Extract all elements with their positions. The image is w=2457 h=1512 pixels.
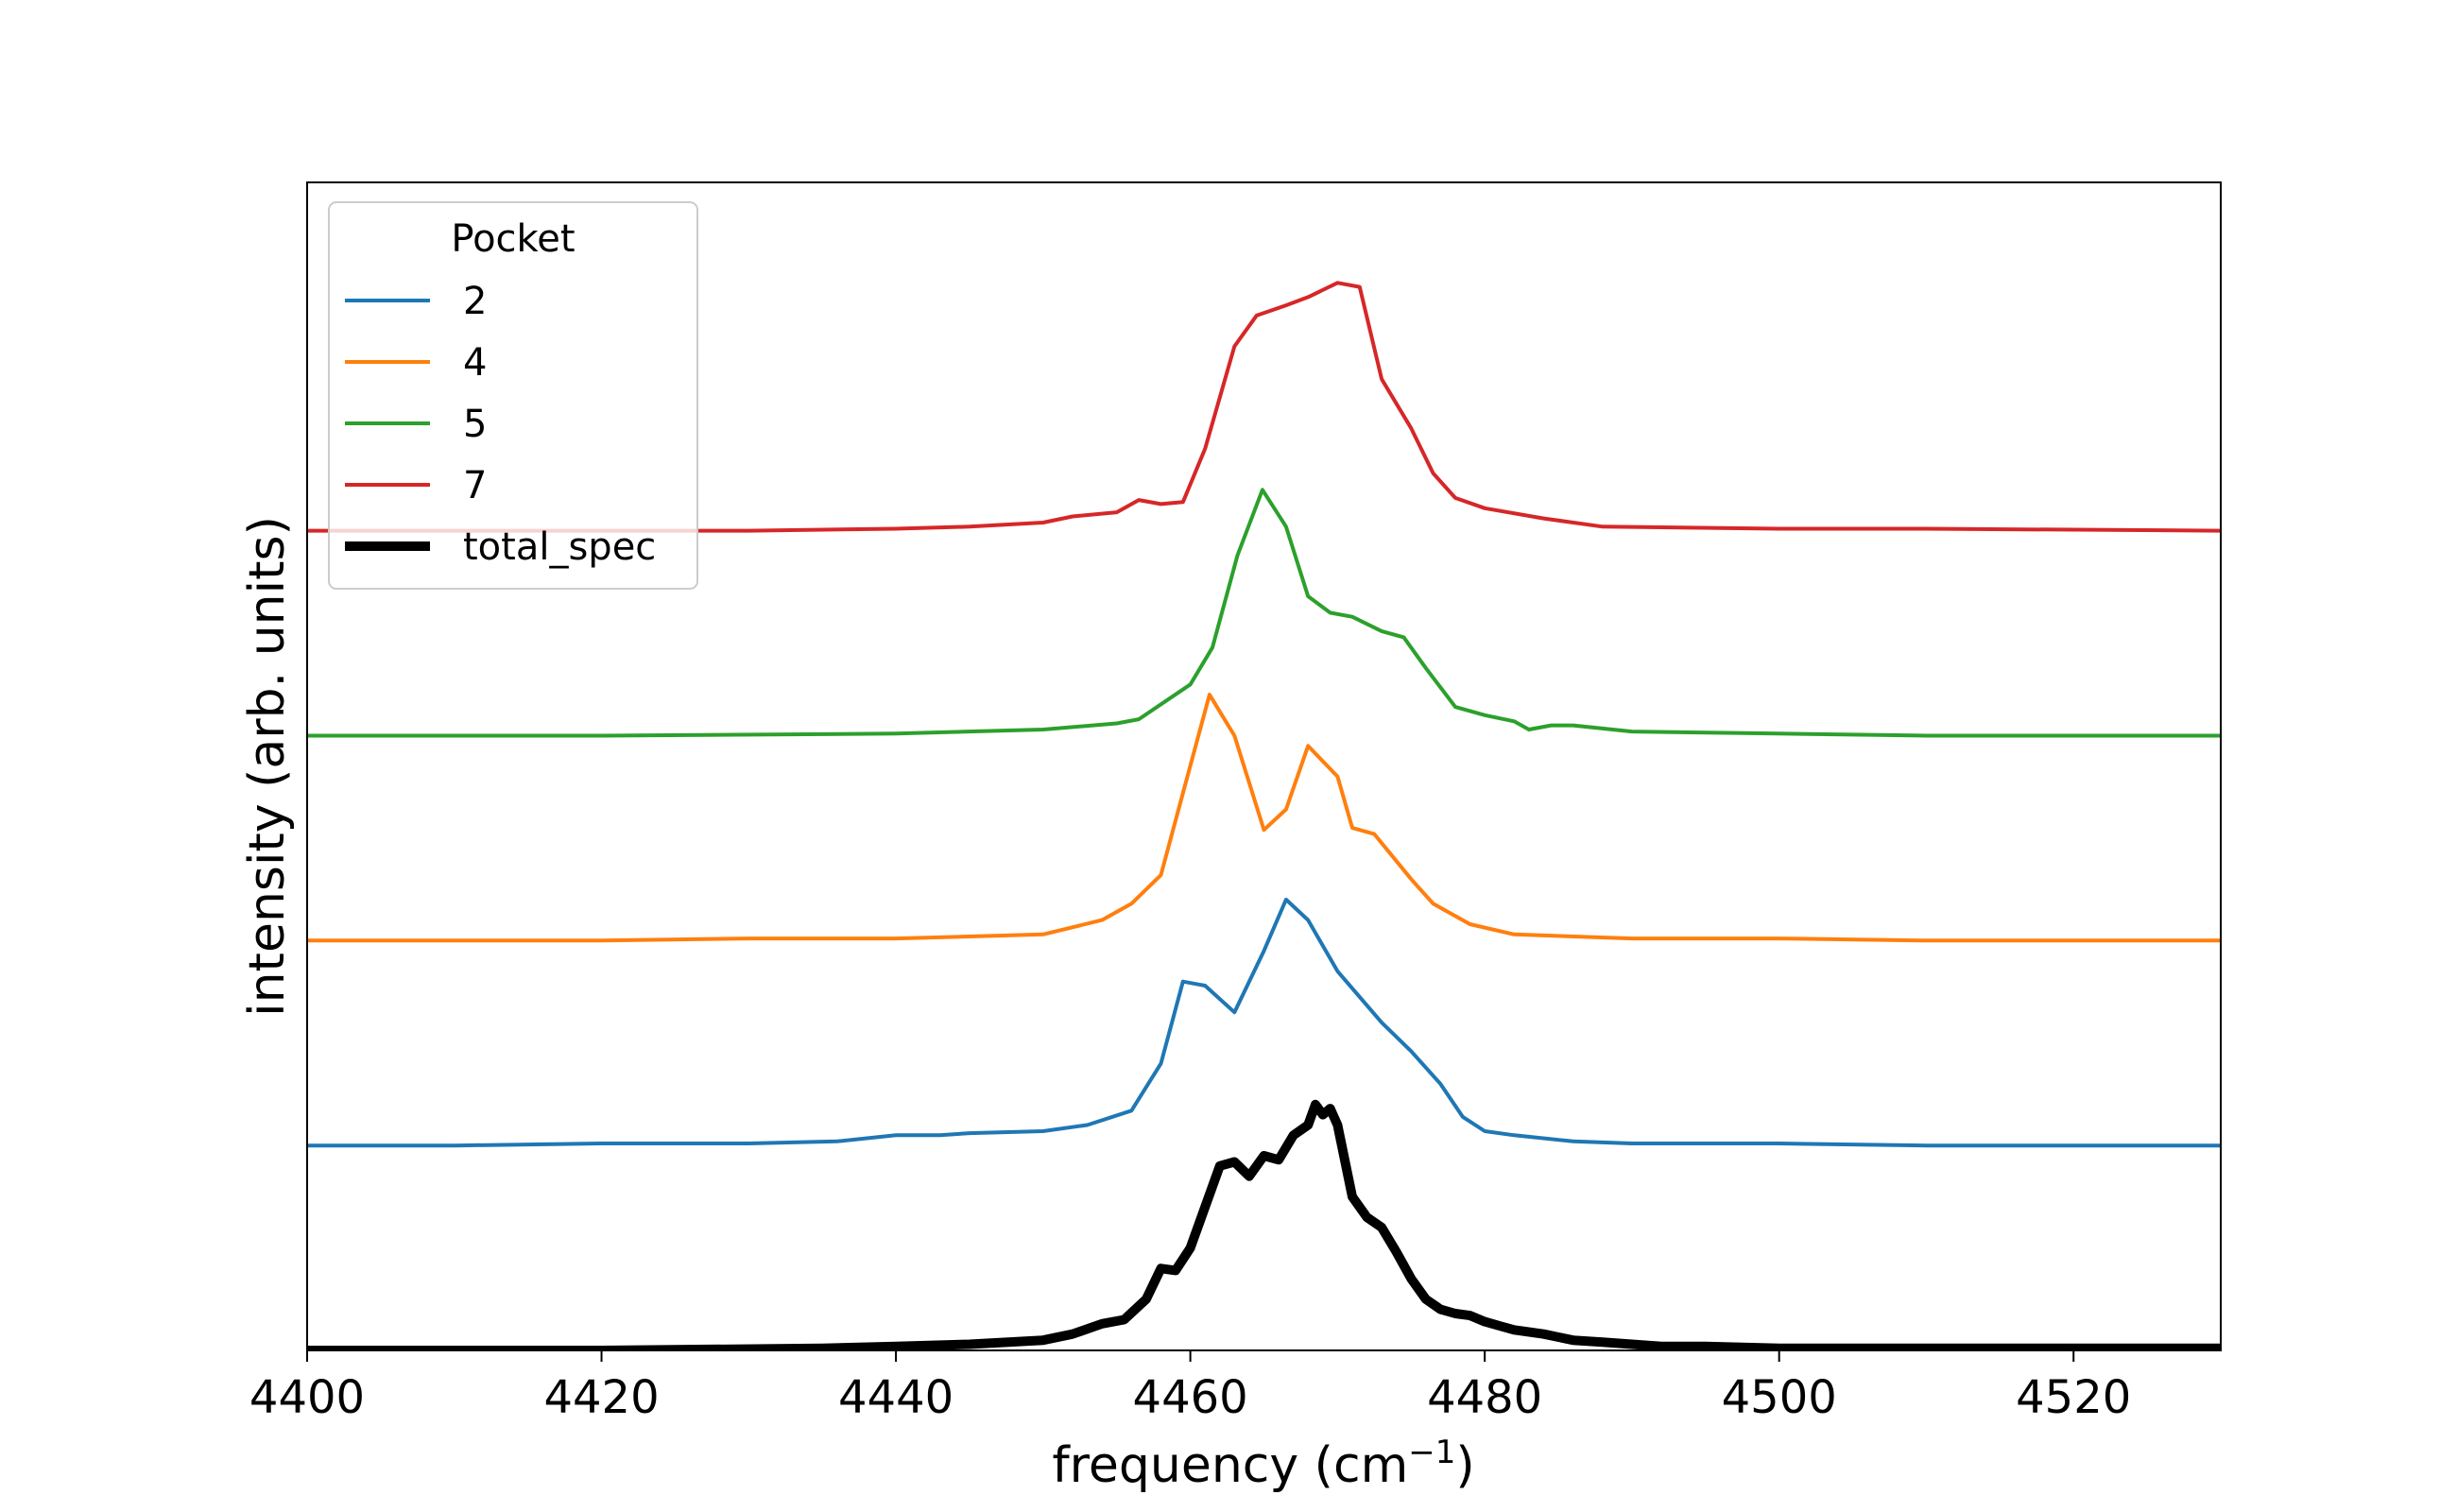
- series-layer: [307, 281, 2221, 1350]
- x-tick-label: 4480: [1427, 1371, 1542, 1424]
- series-line-pocket-4: [307, 693, 2221, 943]
- x-axis-ticks: 4400 4420 4440 4460 4480 4500 4520: [249, 1350, 2131, 1424]
- x-axis-label-superscript: −1: [1408, 1434, 1455, 1471]
- legend-entries: 2 4 5 7 total_spec: [345, 280, 656, 569]
- series-line-total-spec: [307, 1099, 2221, 1350]
- legend-label-pocket-2: 2: [463, 280, 487, 323]
- x-tick-label: 4520: [2016, 1371, 2131, 1424]
- series-line-pocket-5: [307, 488, 2221, 738]
- x-tick-label: 4420: [543, 1371, 659, 1424]
- legend-label-total-spec: total_spec: [463, 525, 656, 569]
- x-tick-label: 4400: [249, 1371, 365, 1424]
- x-tick-label: 4500: [1722, 1371, 1837, 1424]
- plot-frame: [306, 181, 2222, 1351]
- x-axis-label-close: ): [1455, 1437, 1474, 1494]
- x-tick-label: 4460: [1133, 1371, 1248, 1424]
- x-tick-label: 4440: [838, 1371, 954, 1424]
- series-line-pocket-7: [307, 281, 2221, 533]
- legend: Pocket 2 4 5 7 total_spec: [328, 201, 698, 590]
- legend-label-pocket-5: 5: [463, 403, 487, 446]
- x-axis-label: frequency (cm−1): [1052, 1434, 1474, 1494]
- series-line-pocket-2: [307, 897, 2221, 1148]
- legend-title: Pocket: [451, 217, 575, 261]
- y-axis-label: intensity (arb. units): [239, 516, 296, 1017]
- series-group: [307, 281, 2221, 1350]
- legend-label-pocket-4: 4: [463, 341, 487, 385]
- legend-label-pocket-7: 7: [463, 464, 487, 507]
